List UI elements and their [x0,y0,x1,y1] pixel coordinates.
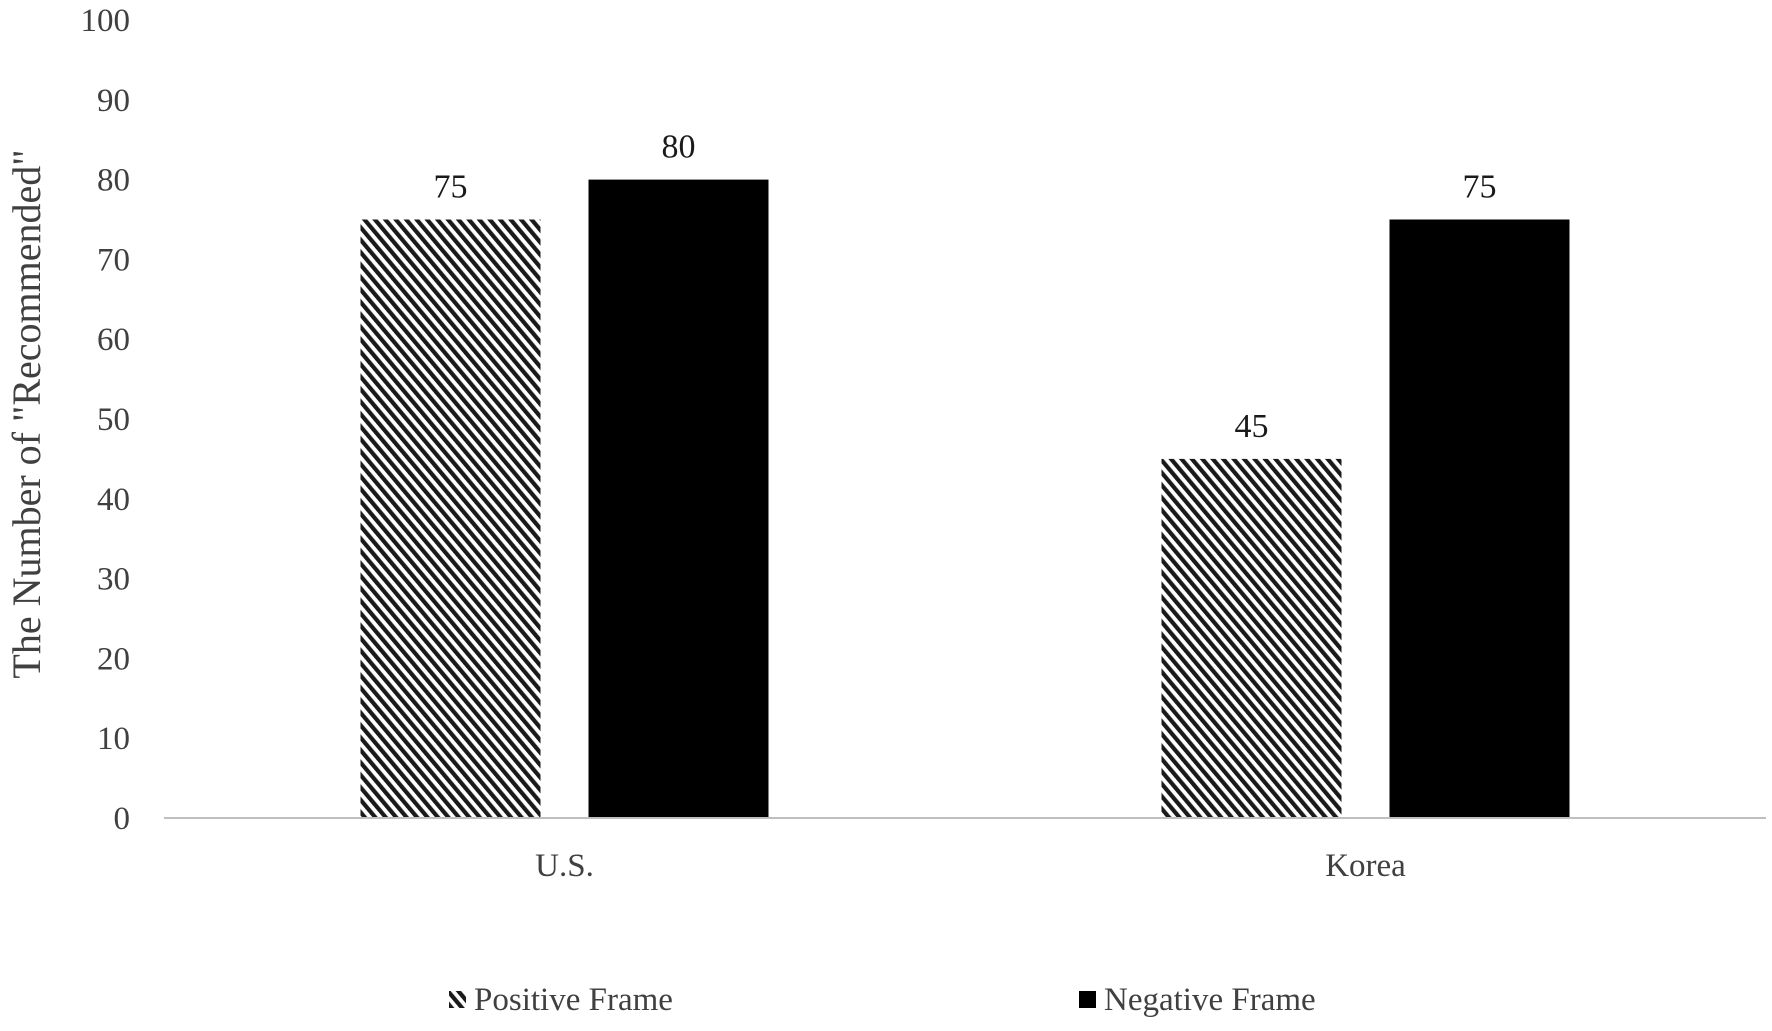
data-label: 45 [1235,408,1269,445]
y-tick-label: 0 [114,801,131,837]
y-axis-title: The Number of "Recommended" [4,149,49,678]
data-labels: 75 80 45 75 [434,129,1497,445]
y-tick-label: 100 [81,3,131,39]
legend-swatch [1079,991,1096,1008]
y-tick-label: 30 [97,562,130,598]
y-tick-label: 80 [97,163,130,199]
y-tick-label: 70 [97,242,130,278]
x-category-label: Korea [1325,848,1406,884]
legend-label: Negative Frame [1104,982,1316,1018]
bars [360,179,1570,819]
x-category-label: U.S. [535,848,594,884]
legend-label: Positive Frame [474,982,673,1018]
y-tick-label: 40 [97,482,130,518]
bar-positive-frame-0 [360,219,541,818]
legend-swatch [449,991,466,1008]
y-tick-label: 50 [97,402,130,438]
x-axis-category-labels: U.S. Korea [535,848,1406,884]
data-label: 75 [1463,169,1497,206]
y-axis-ticks: 0 10 20 30 40 50 60 70 80 90 100 [81,3,131,837]
bar-positive-frame-1 [1161,458,1342,818]
y-tick-label: 60 [97,322,130,358]
y-tick-label: 90 [97,83,130,119]
legend: Positive Frame Negative Frame [449,982,1316,1018]
data-label: 80 [662,129,696,166]
bar-negative-frame-1 [1389,219,1570,818]
y-tick-label: 10 [97,721,130,757]
y-tick-label: 20 [97,641,130,677]
bar-negative-frame-0 [588,179,769,819]
data-label: 75 [434,169,468,206]
